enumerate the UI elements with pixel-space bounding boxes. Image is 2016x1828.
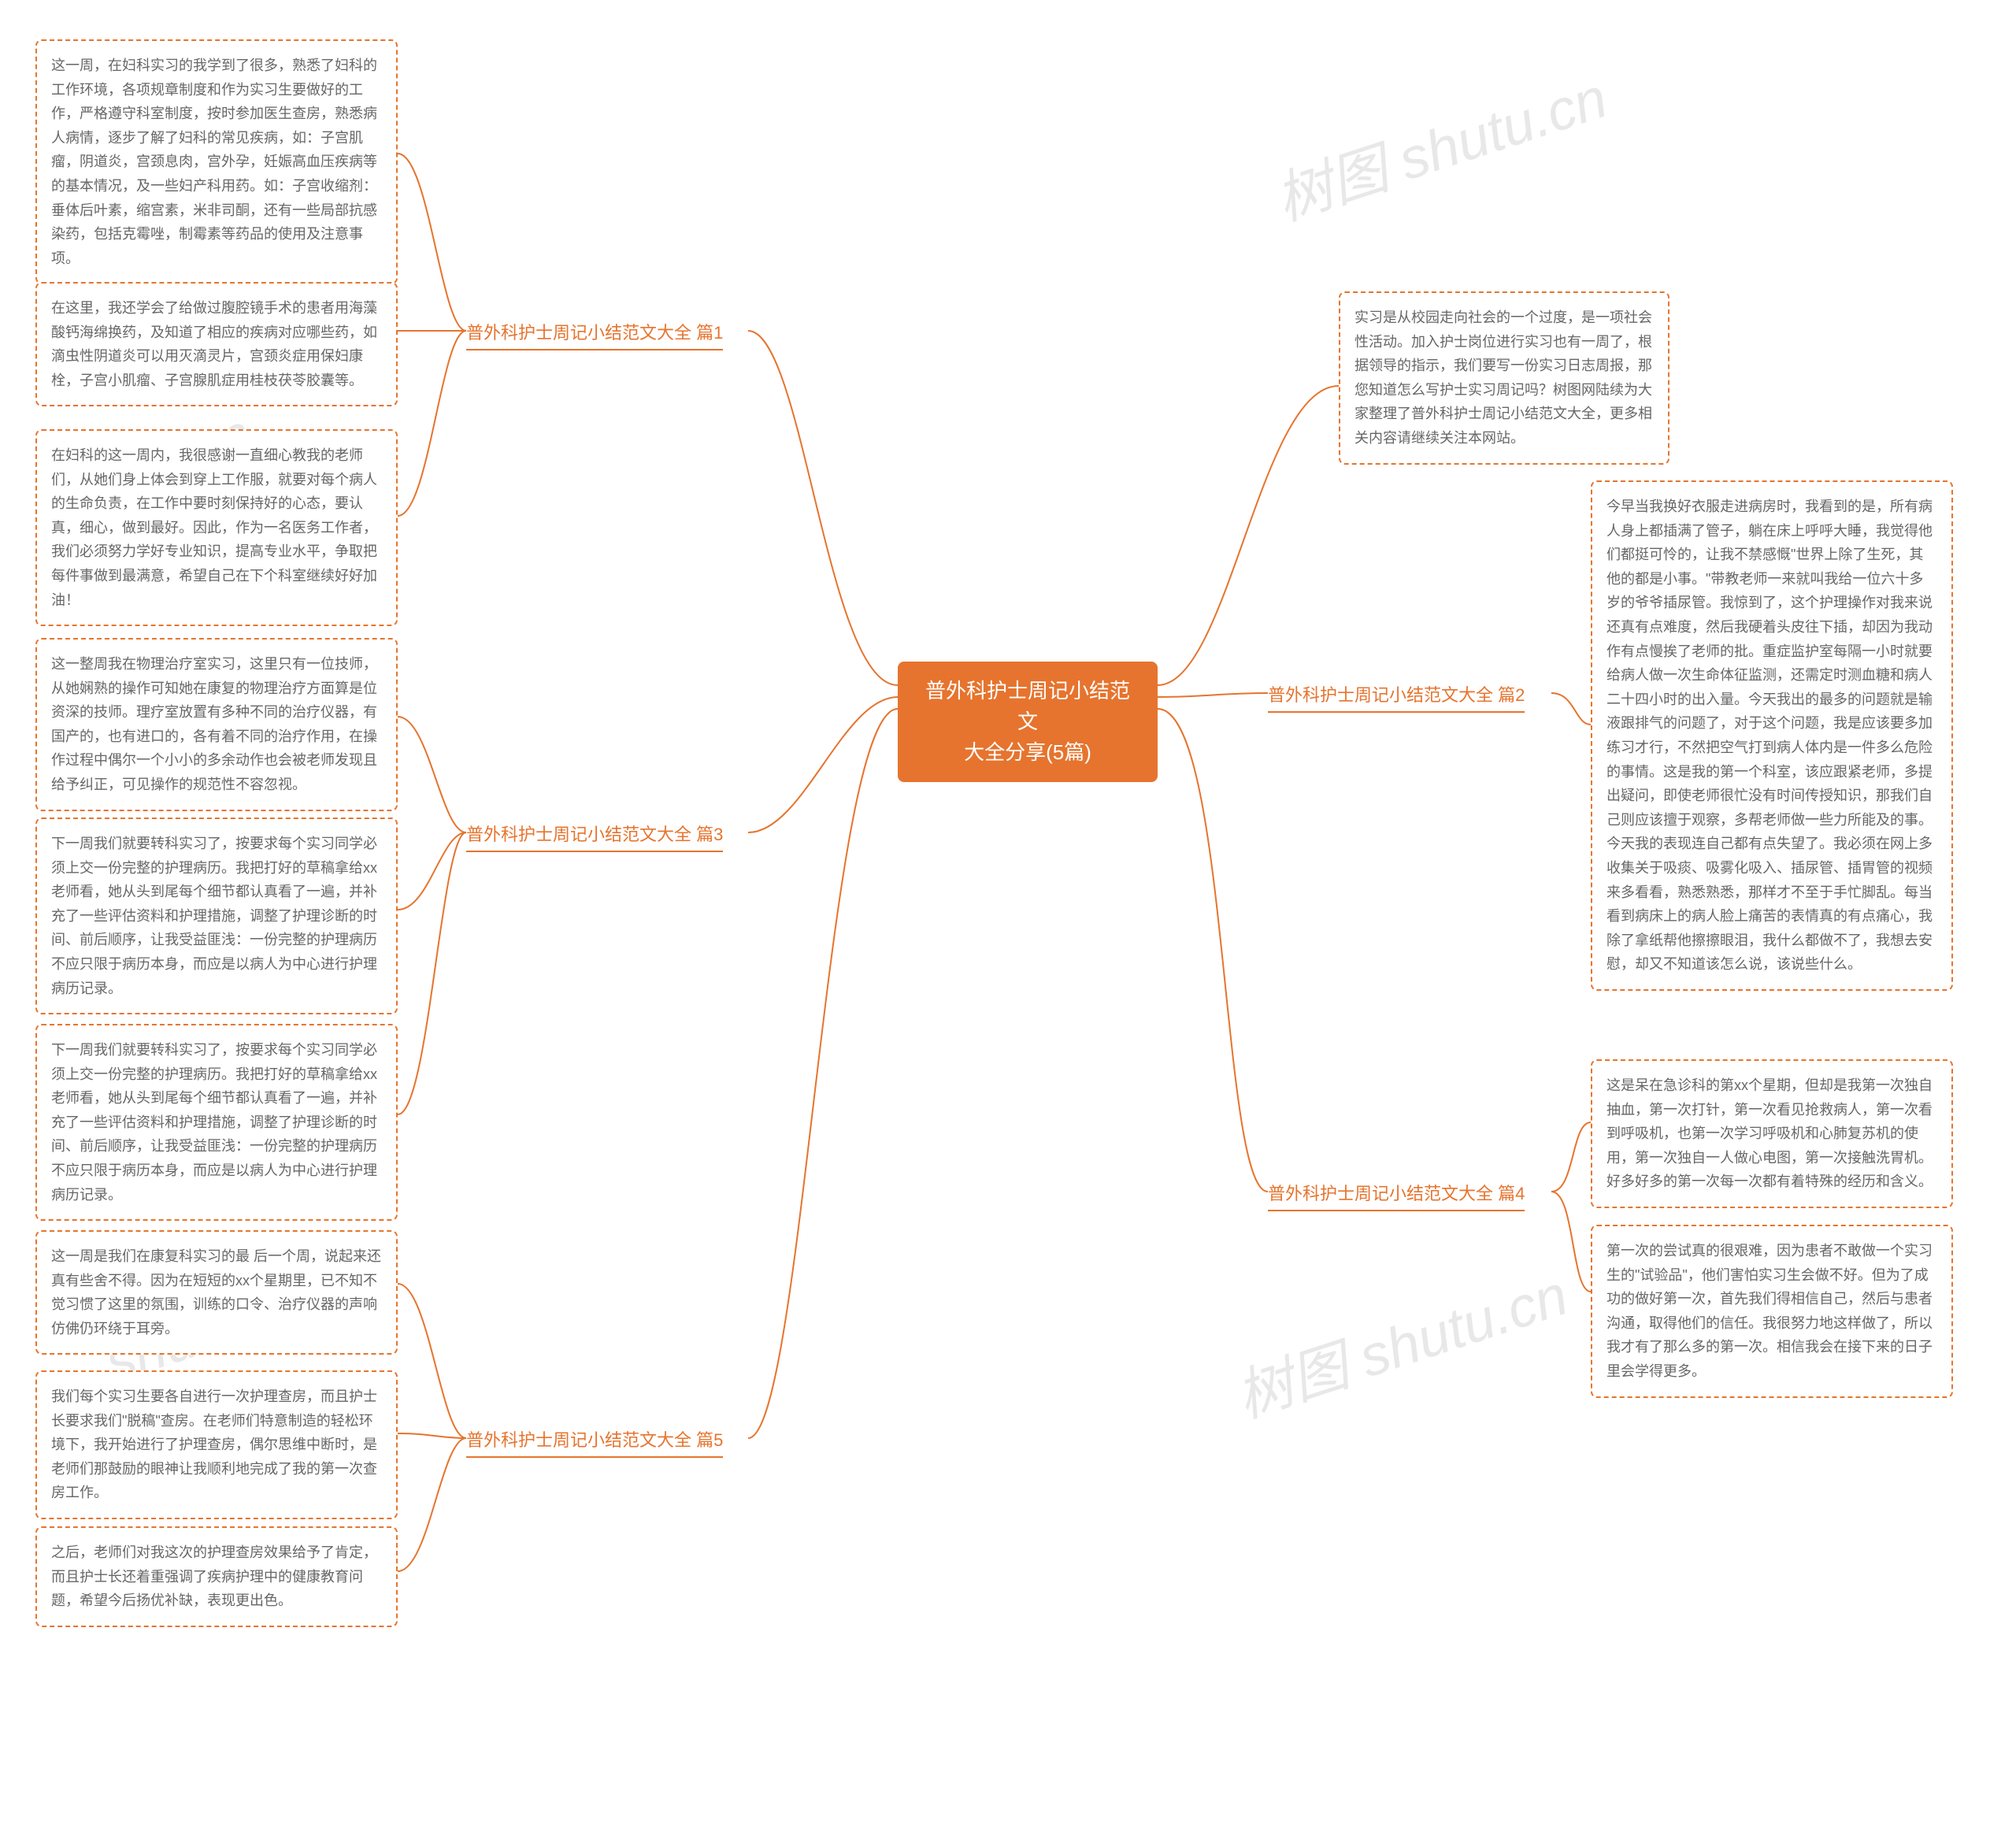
- content-box[interactable]: 这一整周我在物理治疗室实习，这里只有一位技师，从她娴熟的操作可知她在康复的物理治…: [35, 638, 398, 811]
- branch-label-5[interactable]: 普外科护士周记小结范文大全 篇5: [466, 1426, 723, 1458]
- content-text: 实习是从校园走向社会的一个过度，是一项社会性活动。加入护士岗位进行实习也有一周了…: [1354, 310, 1652, 446]
- content-text: 这一周，在妇科实习的我学到了很多，熟悉了妇科的工作环境，各项规章制度和作为实习生…: [51, 57, 377, 266]
- branch-label-4[interactable]: 普外科护士周记小结范文大全 篇4: [1268, 1180, 1525, 1211]
- mindmap-canvas: shutu.cn 树图 shutu.cn shutu.cn 树图 shutu.c…: [0, 0, 2016, 1828]
- content-box[interactable]: 这一周是我们在康复科实习的最 后一个周，说起来还真有些舍不得。因为在短短的xx个…: [35, 1230, 398, 1355]
- content-text: 这是呆在急诊科的第xx个星期，但却是我第一次独自抽血，第一次打针，第一次看见抢救…: [1606, 1077, 1933, 1189]
- content-text: 在这里，我还学会了给做过腹腔镜手术的患者用海藻酸钙海绵换药，及知道了相应的疾病对…: [51, 300, 377, 388]
- content-text: 下一周我们就要转科实习了，按要求每个实习同学必须上交一份完整的护理病历。我把打好…: [51, 1042, 377, 1203]
- content-box[interactable]: 在这里，我还学会了给做过腹腔镜手术的患者用海藻酸钙海绵换药，及知道了相应的疾病对…: [35, 282, 398, 406]
- content-box[interactable]: 我们每个实习生要各自进行一次护理查房，而且护士长要求我们"脱稿"查房。在老师们特…: [35, 1370, 398, 1519]
- content-text: 第一次的尝试真的很艰难，因为患者不敢做一个实习生的"试验品"，他们害怕实习生会做…: [1606, 1243, 1933, 1379]
- content-box[interactable]: 第一次的尝试真的很艰难，因为患者不敢做一个实习生的"试验品"，他们害怕实习生会做…: [1591, 1225, 1953, 1398]
- branch-label-1[interactable]: 普外科护士周记小结范文大全 篇1: [466, 319, 723, 350]
- content-box[interactable]: 在妇科的这一周内，我很感谢一直细心教我的老师们，从她们身上体会到穿上工作服，就要…: [35, 429, 398, 626]
- center-node-text: 普外科护士周记小结范文大全分享(5篇): [925, 679, 1130, 764]
- watermark: 树图 shutu.cn: [1224, 1248, 1576, 1433]
- branch-label-3[interactable]: 普外科护士周记小结范文大全 篇3: [466, 821, 723, 852]
- center-node[interactable]: 普外科护士周记小结范文大全分享(5篇): [898, 662, 1158, 782]
- content-text: 这一整周我在物理治疗室实习，这里只有一位技师，从她娴熟的操作可知她在康复的物理治…: [51, 656, 377, 792]
- content-box[interactable]: 下一周我们就要转科实习了，按要求每个实习同学必须上交一份完整的护理病历。我把打好…: [35, 818, 398, 1014]
- content-text: 今早当我换好衣服走进病房时，我看到的是，所有病人身上都插满了管子，躺在床上呼呼大…: [1606, 499, 1933, 972]
- watermark: 树图 shutu.cn: [1263, 51, 1615, 236]
- content-text: 我们每个实习生要各自进行一次护理查房，而且护士长要求我们"脱稿"查房。在老师们特…: [51, 1389, 377, 1500]
- content-text: 下一周我们就要转科实习了，按要求每个实习同学必须上交一份完整的护理病历。我把打好…: [51, 836, 377, 996]
- content-text: 这一周是我们在康复科实习的最 后一个周，说起来还真有些舍不得。因为在短短的xx个…: [51, 1248, 381, 1337]
- branch-label-2[interactable]: 普外科护士周记小结范文大全 篇2: [1268, 681, 1525, 713]
- content-box[interactable]: 这是呆在急诊科的第xx个星期，但却是我第一次独自抽血，第一次打针，第一次看见抢救…: [1591, 1059, 1953, 1208]
- content-text: 之后，老师们对我这次的护理查房效果给予了肯定，而且护士长还着重强调了疾病护理中的…: [51, 1544, 377, 1608]
- content-text: 在妇科的这一周内，我很感谢一直细心教我的老师们，从她们身上体会到穿上工作服，就要…: [51, 447, 377, 608]
- content-box[interactable]: 这一周，在妇科实习的我学到了很多，熟悉了妇科的工作环境，各项规章制度和作为实习生…: [35, 39, 398, 284]
- intro-box[interactable]: 实习是从校园走向社会的一个过度，是一项社会性活动。加入护士岗位进行实习也有一周了…: [1339, 291, 1670, 465]
- content-box[interactable]: 下一周我们就要转科实习了，按要求每个实习同学必须上交一份完整的护理病历。我把打好…: [35, 1024, 398, 1221]
- content-box[interactable]: 之后，老师们对我这次的护理查房效果给予了肯定，而且护士长还着重强调了疾病护理中的…: [35, 1526, 398, 1627]
- content-box[interactable]: 今早当我换好衣服走进病房时，我看到的是，所有病人身上都插满了管子，躺在床上呼呼大…: [1591, 480, 1953, 991]
